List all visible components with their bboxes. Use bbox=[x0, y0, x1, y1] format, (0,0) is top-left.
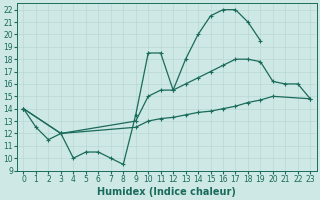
X-axis label: Humidex (Indice chaleur): Humidex (Indice chaleur) bbox=[98, 187, 236, 197]
